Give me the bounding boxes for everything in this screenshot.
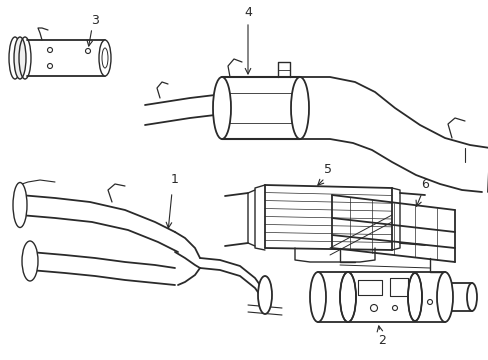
Ellipse shape [258, 276, 271, 314]
Text: 5: 5 [324, 163, 331, 176]
Ellipse shape [339, 272, 355, 322]
Ellipse shape [22, 241, 38, 281]
Ellipse shape [213, 77, 230, 139]
Ellipse shape [14, 37, 26, 79]
Text: 6: 6 [420, 179, 428, 192]
Ellipse shape [436, 272, 452, 322]
Text: 2: 2 [377, 333, 385, 346]
Ellipse shape [309, 272, 325, 322]
Ellipse shape [290, 77, 308, 139]
Ellipse shape [407, 273, 421, 321]
Ellipse shape [99, 40, 111, 76]
Text: 4: 4 [244, 5, 251, 18]
Ellipse shape [13, 183, 27, 228]
Text: 3: 3 [91, 13, 99, 27]
Ellipse shape [466, 283, 476, 311]
Text: 1: 1 [171, 174, 179, 186]
